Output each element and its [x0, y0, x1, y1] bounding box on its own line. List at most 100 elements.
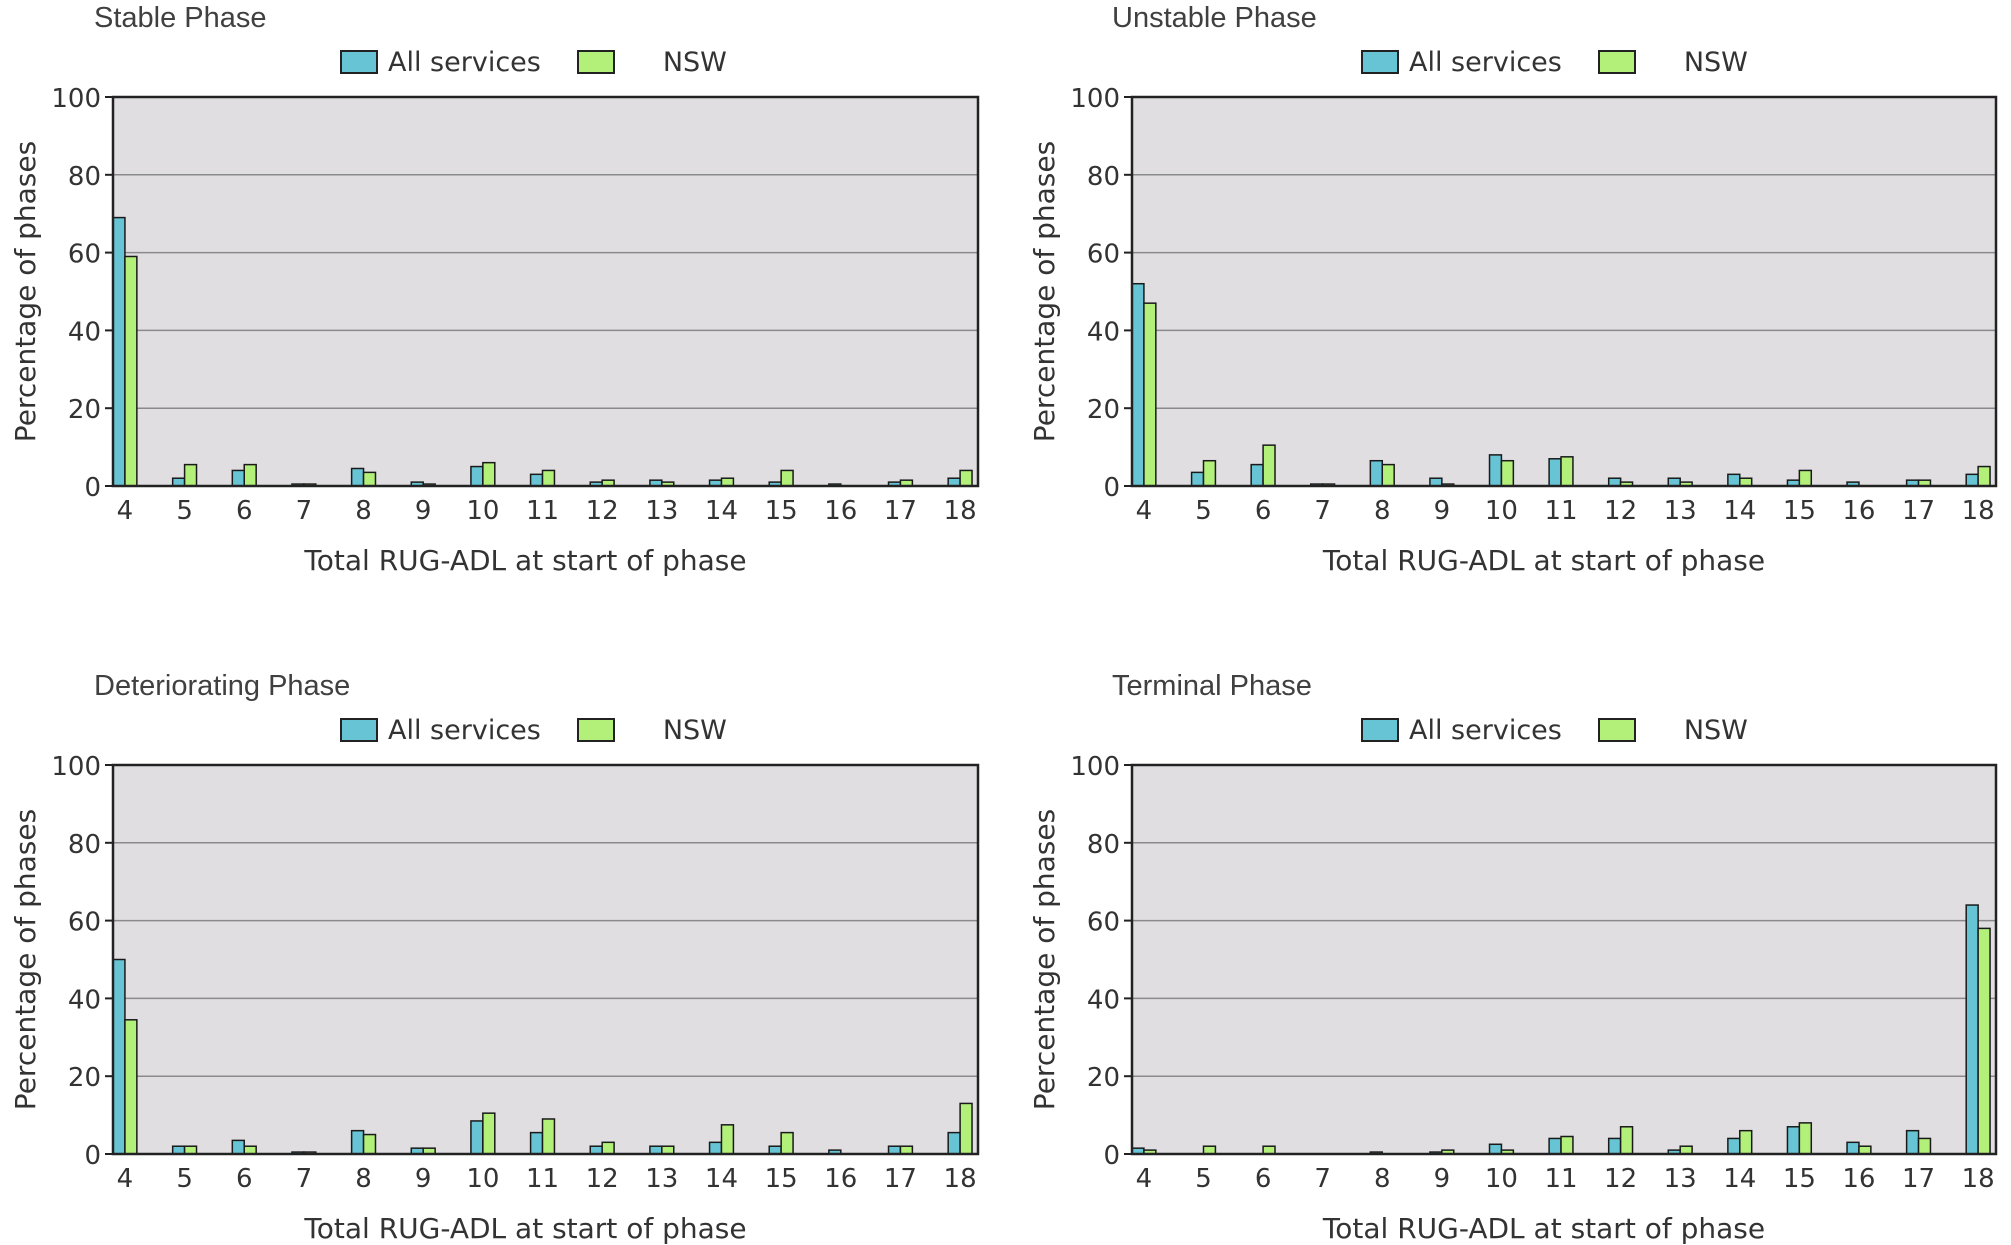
x-tick-label: 18: [944, 1164, 977, 1194]
x-tick-label: 16: [824, 496, 857, 526]
bar-all-services-10: [1488, 1143, 1503, 1155]
x-tick-label: 6: [236, 496, 253, 526]
x-tick-label: 6: [1255, 496, 1272, 526]
x-tick-label: 12: [586, 496, 619, 526]
bar-all-services-10: [470, 1120, 484, 1155]
x-tick-label: 9: [1434, 1164, 1451, 1194]
x-tick-label: 8: [355, 496, 372, 526]
x-tick-label: 10: [1485, 496, 1518, 526]
x-tick-label: 11: [526, 496, 559, 526]
bar-all-services-4: [112, 958, 126, 1155]
plot-area: [113, 765, 978, 1154]
legend-swatch-all-services: [1361, 718, 1399, 742]
y-tick-label: 0: [1103, 473, 1120, 503]
x-tick-label: 15: [765, 496, 798, 526]
x-tick-label: 14: [1723, 1164, 1756, 1194]
x-tick-label: 7: [296, 1164, 313, 1194]
legend-swatch-all-services: [340, 718, 378, 742]
x-tick-label: 8: [355, 1164, 372, 1194]
chart-panel-terminal: Terminal Phase All services NSW 0 20 40 60 8…: [1005, 622, 2010, 1244]
legend-label: NSW: [1683, 46, 1748, 78]
chart-legend: All services NSW: [1361, 714, 1784, 746]
plot-area: [1132, 765, 1996, 1154]
x-tick-label: 16: [1842, 1164, 1875, 1194]
bar-all-services-10: [1488, 454, 1503, 487]
x-tick-label: 11: [526, 1164, 559, 1194]
legend-label: NSW: [662, 714, 727, 746]
bar-nsw-15: [1798, 1122, 1813, 1155]
y-tick-label: 100: [1070, 752, 1120, 782]
bar-nsw-15: [780, 1131, 794, 1155]
x-tick-label: 16: [824, 1164, 857, 1194]
y-tick-label: 80: [1087, 830, 1120, 860]
bar-all-services-12: [1607, 1137, 1622, 1155]
legend-label: NSW: [662, 46, 727, 78]
x-axis-label: Total RUG-ADL at start of phase: [303, 544, 746, 577]
bar-nsw-6: [243, 463, 257, 487]
x-tick-label: 15: [1783, 496, 1816, 526]
bar-all-services-8: [350, 1129, 365, 1155]
bar-all-services-11: [529, 1131, 544, 1155]
bar-nsw-15: [1798, 469, 1813, 487]
bar-all-services-18: [947, 1131, 961, 1155]
bar-nsw-18: [959, 1102, 973, 1155]
legend-swatch-all-services: [1361, 50, 1399, 74]
plot-area: [113, 97, 978, 486]
legend-label: All services: [1409, 46, 1562, 78]
chart-title: Unstable Phase: [1112, 2, 1317, 34]
y-tick-label: 20: [68, 1063, 101, 1093]
bar-all-services-11: [1548, 458, 1562, 487]
bar-nsw-4: [124, 255, 138, 487]
x-tick-label: 12: [1604, 496, 1637, 526]
x-tick-label: 9: [1434, 496, 1451, 526]
x-tick-label: 4: [117, 496, 134, 526]
bar-all-services-18: [1965, 904, 1979, 1155]
bar-nsw-4: [124, 1019, 138, 1155]
bar-all-services-15: [1786, 1126, 1801, 1155]
y-tick-label: 0: [1103, 1141, 1120, 1171]
bar-nsw-11: [541, 469, 556, 487]
x-tick-label: 4: [117, 1164, 134, 1194]
x-tick-label: 13: [645, 1164, 678, 1194]
legend-item-all-services: All services: [340, 715, 541, 746]
bar-all-services-5: [1190, 471, 1205, 487]
legend-label: All services: [388, 46, 541, 78]
y-tick-label: 40: [68, 317, 101, 347]
x-tick-label: 11: [1544, 496, 1577, 526]
x-tick-label: 10: [466, 496, 499, 526]
y-tick-label: 60: [68, 908, 101, 938]
x-tick-label: 12: [586, 1164, 619, 1194]
bar-chart-deteriorating: 0 20 40 60 80 100 4 5 6 7 8 9 10 11 12 13 14 15 16 17 18 Tota…: [9, 752, 980, 1244]
bar-all-services-14: [708, 1141, 723, 1155]
legend-swatch-nsw: [576, 50, 615, 74]
plot-border: [111, 763, 980, 1156]
bar-nsw-12: [601, 1141, 615, 1155]
bar-nsw-8: [362, 1133, 377, 1155]
bar-all-services-10: [470, 465, 484, 487]
bar-chart-unstable: 0 20 40 60 80 100 4 5 6 7 8 9 10 11 12 13 14 15 16 17 18 Tota…: [1028, 84, 1998, 577]
x-tick-label: 15: [1783, 1164, 1816, 1194]
chart-title: Stable Phase: [94, 2, 267, 34]
bar-all-services-11: [1548, 1137, 1562, 1155]
bar-nsw-11: [1560, 456, 1574, 487]
x-tick-label: 5: [176, 496, 193, 526]
y-tick-label: 40: [68, 985, 101, 1015]
y-tick-label: 100: [51, 84, 101, 114]
legend-swatch-nsw: [1597, 718, 1636, 742]
x-tick-label: 17: [1902, 496, 1935, 526]
x-tick-label: 10: [466, 1164, 499, 1194]
legend-swatch-nsw: [1597, 50, 1636, 74]
x-tick-label: 4: [1136, 496, 1153, 526]
x-tick-label: 7: [1314, 496, 1331, 526]
bar-all-services-6: [231, 1139, 245, 1155]
x-tick-label: 8: [1374, 1164, 1391, 1194]
y-tick-label: 60: [1087, 240, 1120, 270]
y-axis-label: Percentage of phases: [9, 809, 42, 1110]
y-tick-label: 60: [1087, 908, 1120, 938]
bar-all-services-14: [1727, 473, 1741, 487]
legend-item-all-services: All services: [1361, 47, 1562, 78]
x-tick-label: 14: [705, 496, 738, 526]
legend-item-all-services: All services: [340, 47, 541, 78]
x-tick-label: 9: [415, 496, 432, 526]
y-tick-label: 40: [1087, 985, 1120, 1015]
